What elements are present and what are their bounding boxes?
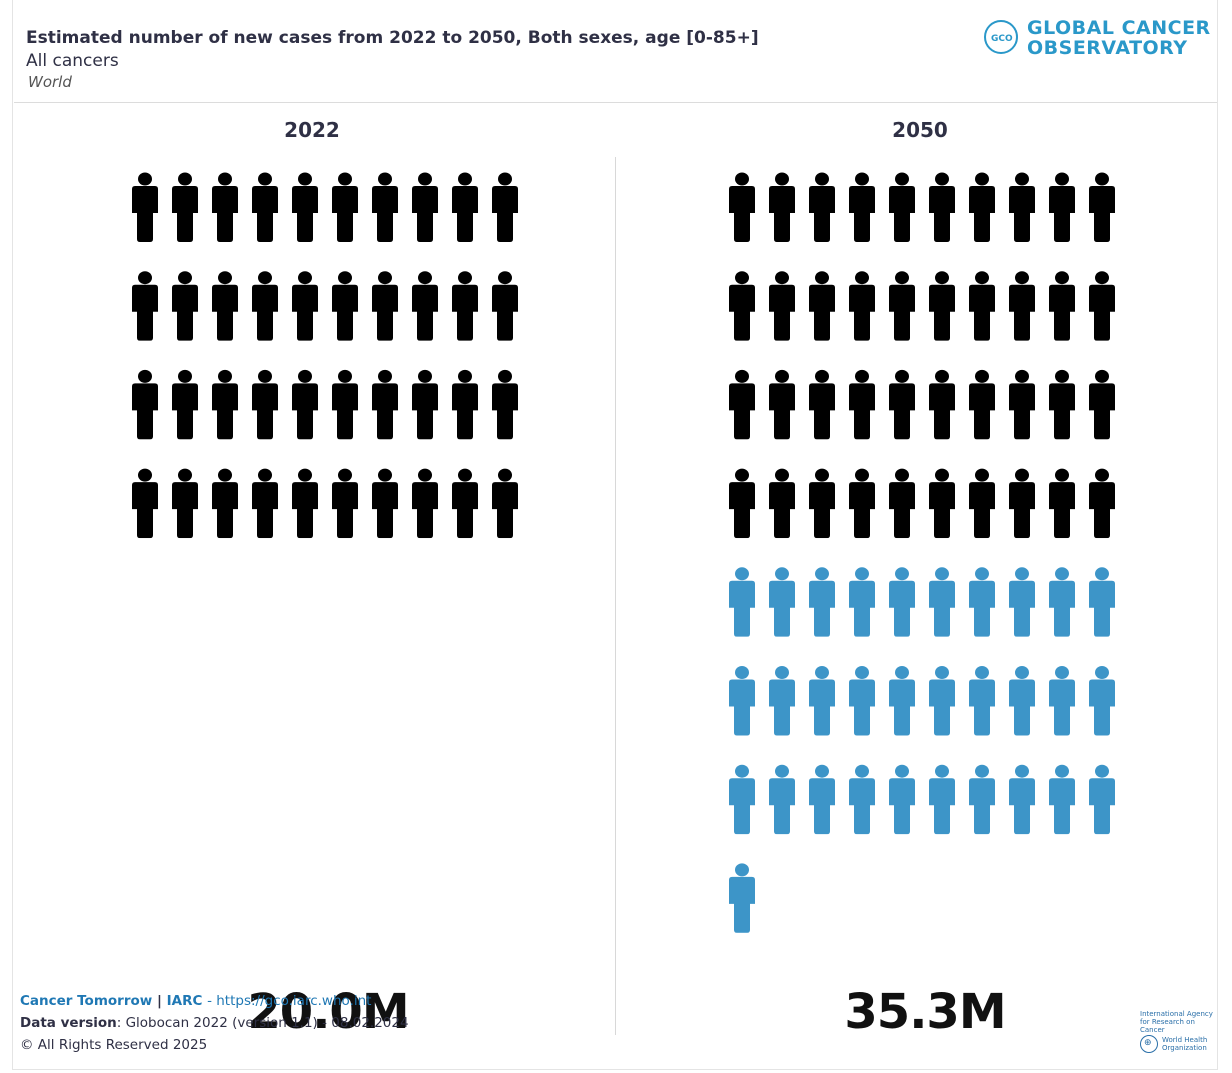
- total-value-2022: 20.0M: [247, 984, 409, 1040]
- data-version-label: Data version: [20, 1015, 117, 1031]
- gco-telescope-icon: GCO: [984, 20, 1018, 54]
- iarc-logo[interactable]: International Agency for Research on Can…: [1140, 1010, 1216, 1034]
- iarc-line2: for Research on Cancer: [1140, 1018, 1195, 1034]
- chart-subtitle: All cancers: [26, 51, 119, 71]
- footer-source: Cancer Tomorrow | IARC - https://gco.iar…: [20, 993, 371, 1009]
- who-emblem-icon: ⊕: [1140, 1035, 1158, 1053]
- footer-data-version: Data version: Globocan 2022 (version 1.1…: [20, 1015, 409, 1031]
- who-line2: Organization: [1162, 1044, 1207, 1052]
- iarc-link[interactable]: IARC: [166, 993, 203, 1009]
- year-label-2050: 2050: [892, 118, 948, 142]
- year-label-2022: 2022: [284, 118, 340, 142]
- panel-divider: [615, 157, 616, 1035]
- region-label: World: [28, 73, 72, 91]
- gco-badge-text: GCO: [991, 34, 1013, 44]
- total-value-2050: 35.3M: [844, 984, 1006, 1040]
- gco-logo[interactable]: GCO GLOBAL CANCER OBSERVATORY: [984, 18, 1214, 60]
- footer-separator: |: [156, 993, 162, 1009]
- footer-copyright: © All Rights Reserved 2025: [20, 1037, 208, 1053]
- gco-logo-line1: GLOBAL CANCER: [1027, 17, 1211, 39]
- who-logo[interactable]: ⊕ World Health Organization: [1140, 1035, 1216, 1055]
- gco-logo-text: GLOBAL CANCER OBSERVATORY: [1027, 18, 1211, 58]
- source-link[interactable]: Cancer Tomorrow: [20, 993, 153, 1009]
- data-version-value: : Globocan 2022 (version 1.1) - 08.02.20…: [116, 1015, 409, 1031]
- iarc-line1: International Agency: [1140, 1010, 1213, 1018]
- who-line1: World Health: [1162, 1036, 1208, 1044]
- header-divider: [14, 102, 1217, 103]
- gco-url-link[interactable]: - https://gco.iarc.who.int: [207, 993, 372, 1009]
- who-text: World Health Organization: [1162, 1036, 1207, 1052]
- chart-frame: [12, 0, 1218, 1070]
- chart-title: Estimated number of new cases from 2022 …: [26, 28, 759, 48]
- gco-logo-line2: OBSERVATORY: [1027, 37, 1188, 59]
